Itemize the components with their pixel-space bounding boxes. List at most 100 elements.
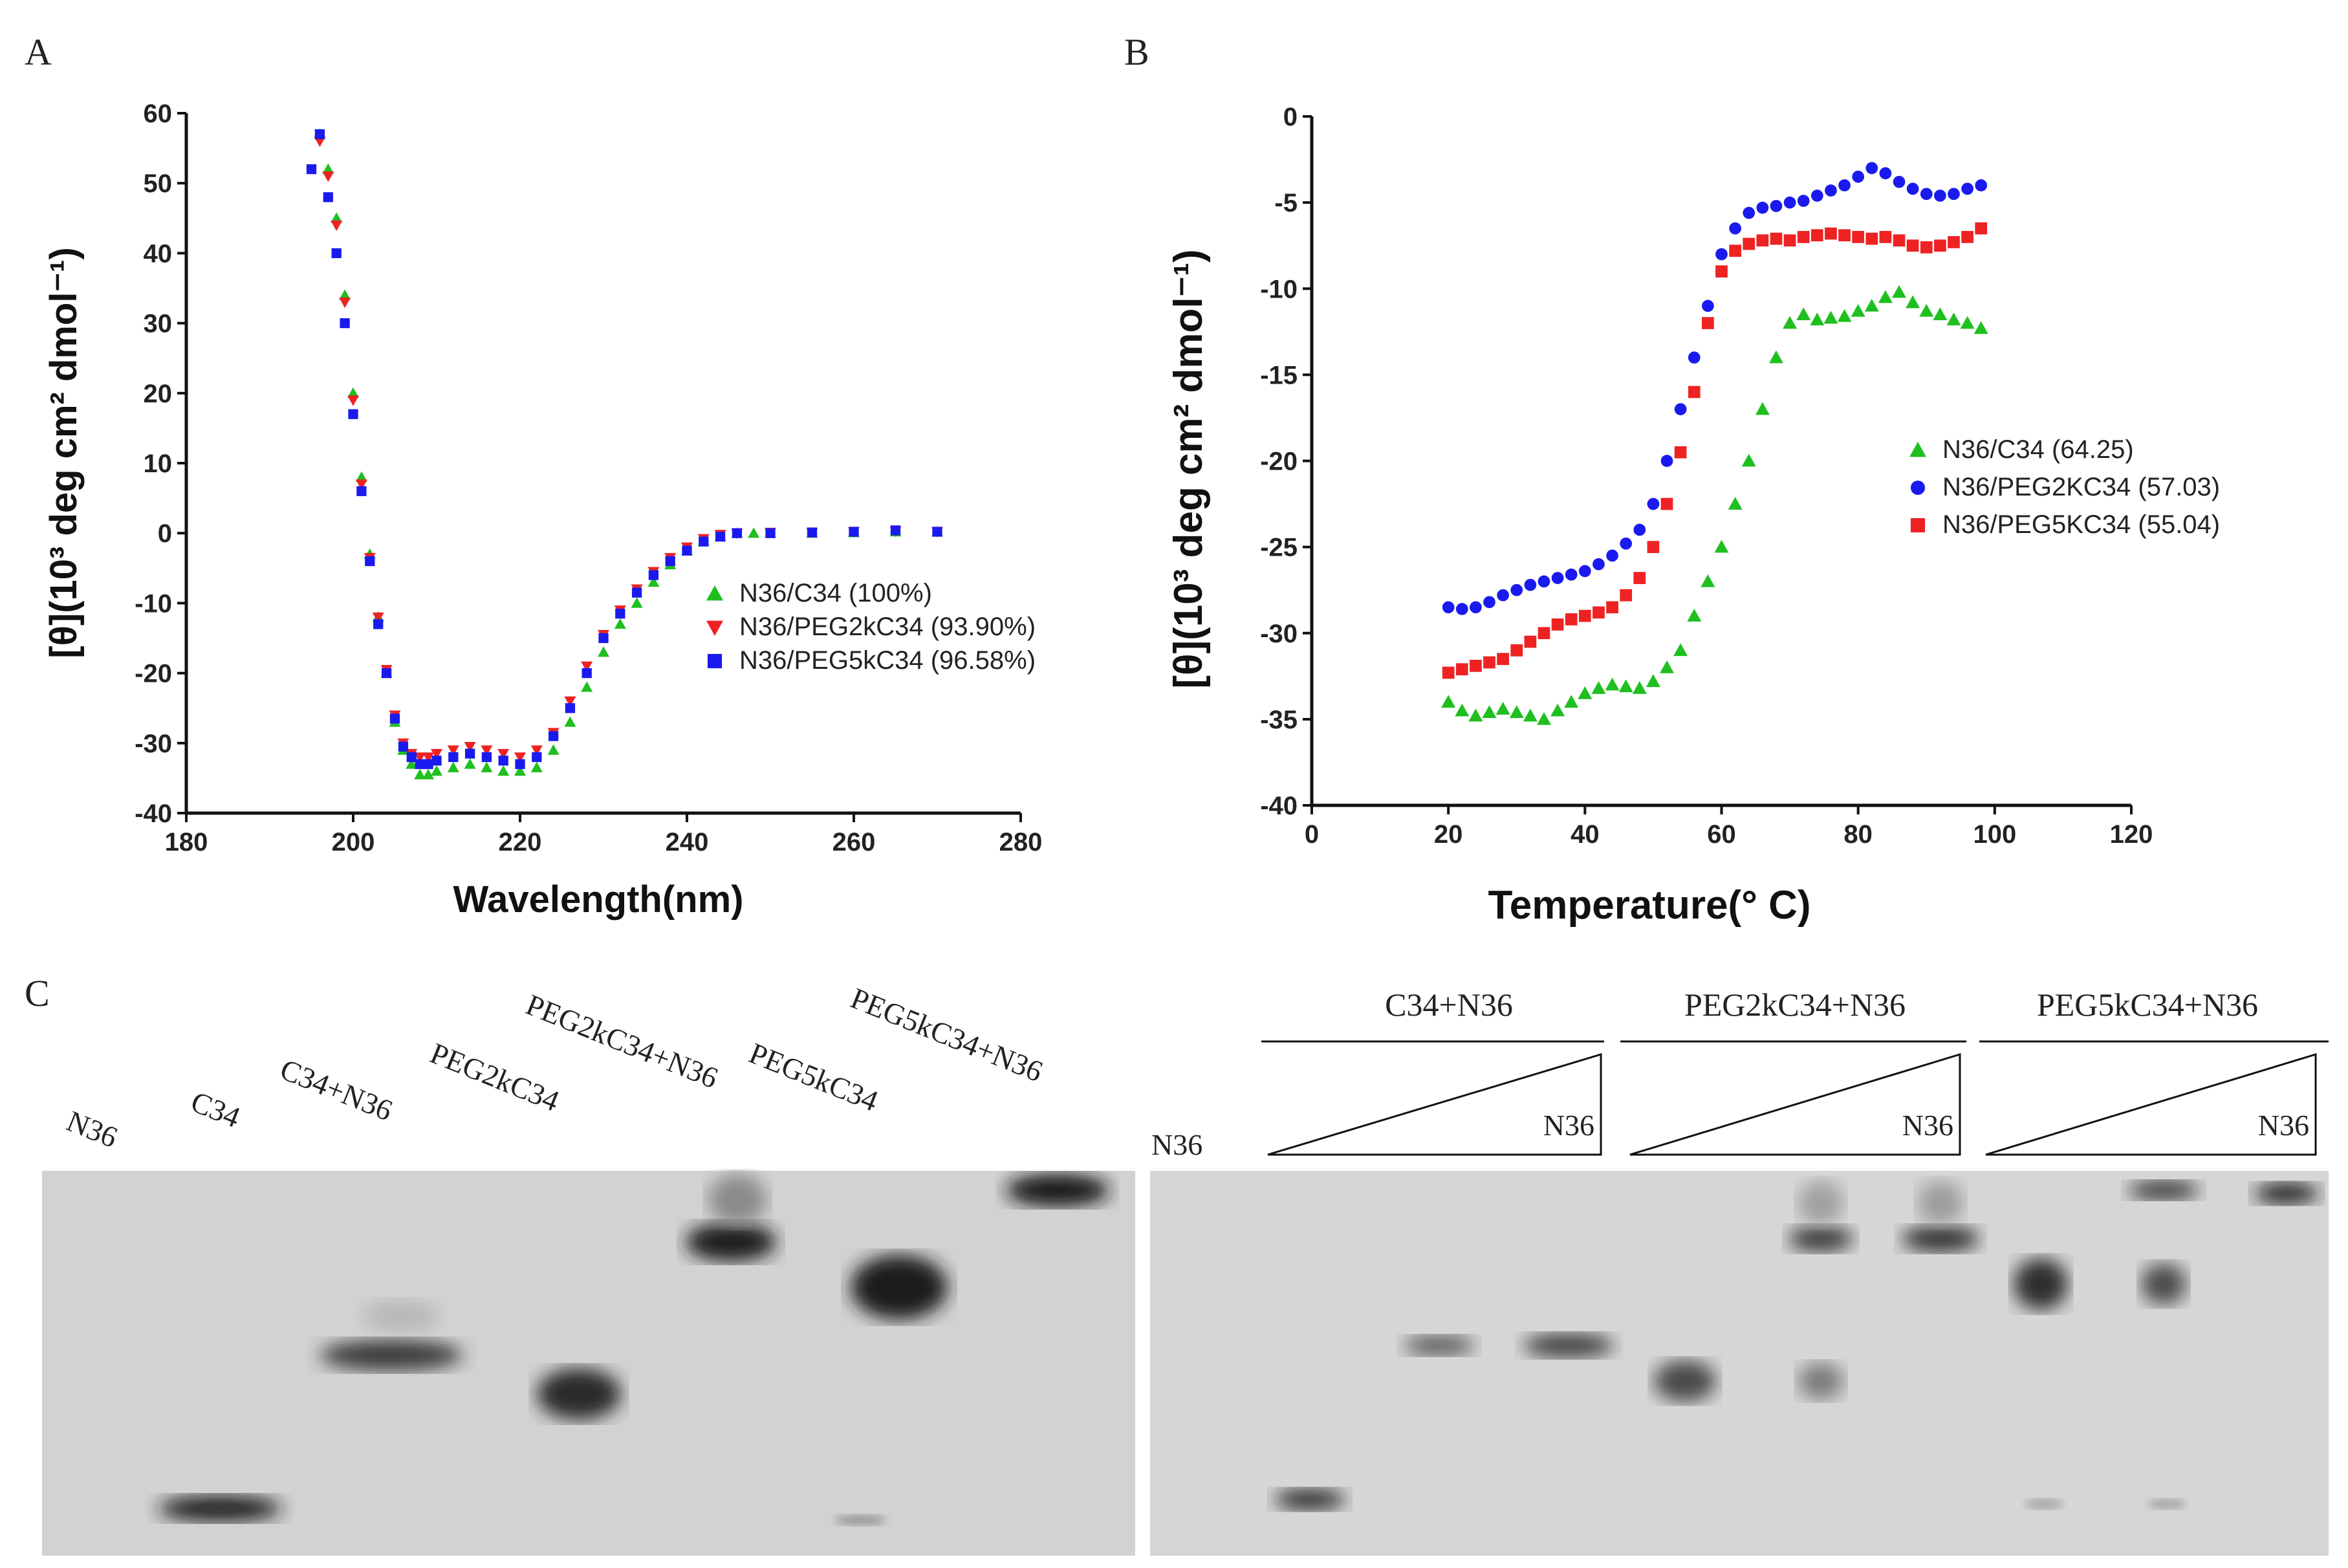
gel-right-header: N36 C34+N36 N36 PEG2kC34+N36 N36 PEG5kC3… bbox=[1151, 986, 2329, 1161]
data-point bbox=[1455, 663, 1468, 676]
gel-left-lane-labels: N36 C34 C34+N36 PEG2kC34 PEG2kC34+N36 PE… bbox=[62, 981, 1047, 1154]
data-point bbox=[1578, 686, 1593, 699]
data-point bbox=[1838, 179, 1851, 191]
data-point bbox=[1606, 549, 1618, 562]
gel-right-group: C34+N36 N36 bbox=[1261, 986, 1604, 1156]
x-tick-label: 280 bbox=[999, 828, 1043, 856]
series-3 bbox=[306, 129, 942, 769]
gel-left-lane-label: C34+N36 bbox=[276, 1052, 397, 1127]
data-point bbox=[581, 681, 593, 692]
data-point bbox=[807, 527, 818, 538]
data-point bbox=[548, 731, 559, 741]
data-point bbox=[1510, 583, 1523, 596]
data-point bbox=[1865, 162, 1878, 175]
gel-band bbox=[2128, 1181, 2199, 1199]
data-point bbox=[849, 527, 859, 537]
gradient-wedge bbox=[1629, 1052, 1961, 1156]
data-point bbox=[1934, 190, 1946, 202]
gel-band bbox=[851, 1255, 948, 1320]
chart-a-xlabel: Wavelength(nm) bbox=[453, 878, 744, 920]
y-tick-label: 10 bbox=[144, 450, 173, 478]
data-point bbox=[431, 756, 442, 766]
y-tick-label: -35 bbox=[1260, 706, 1298, 734]
gel-band bbox=[1006, 1174, 1109, 1206]
data-point bbox=[1523, 708, 1538, 722]
gel-right-group-title: C34+N36 bbox=[1385, 986, 1513, 1023]
data-point bbox=[1879, 167, 1892, 180]
data-point bbox=[1975, 179, 1988, 191]
gel-left-lane-label: PEG2kC34 bbox=[426, 1036, 563, 1118]
data-point bbox=[1497, 589, 1509, 602]
x-tick-label: 200 bbox=[332, 828, 375, 856]
data-point bbox=[564, 716, 576, 727]
gel-left-lane-label: PEG5kC34+N36 bbox=[846, 981, 1047, 1088]
data-point bbox=[1470, 601, 1482, 614]
gel-band bbox=[2025, 1499, 2063, 1509]
legend-marker bbox=[1910, 480, 1926, 495]
gel-band bbox=[1902, 1226, 1979, 1252]
x-tick-label: 0 bbox=[1305, 820, 1319, 849]
data-point bbox=[1510, 644, 1523, 657]
data-point bbox=[497, 765, 510, 776]
data-point bbox=[547, 744, 560, 755]
y-tick-label: -5 bbox=[1274, 189, 1298, 217]
data-point bbox=[1482, 705, 1497, 719]
data-point bbox=[581, 661, 593, 672]
gel-band bbox=[1274, 1489, 1345, 1510]
y-tick-label: -30 bbox=[135, 730, 172, 758]
data-point bbox=[1564, 695, 1579, 708]
gel-band bbox=[2141, 1263, 2186, 1305]
gel-right-group: PEG2kC34+N36 N36 bbox=[1620, 986, 1966, 1156]
data-point bbox=[1946, 312, 1961, 325]
data-point bbox=[514, 752, 526, 763]
data-point bbox=[464, 748, 475, 759]
gel-band bbox=[320, 1340, 462, 1371]
data-point bbox=[615, 608, 625, 619]
data-point bbox=[532, 752, 542, 763]
data-point bbox=[1973, 321, 1988, 334]
data-point bbox=[414, 752, 426, 763]
legend-marker bbox=[707, 653, 723, 669]
data-point bbox=[1756, 201, 1769, 214]
data-point bbox=[1605, 677, 1620, 691]
gel-band bbox=[1788, 1226, 1853, 1252]
legend-label: N36/C34 (64.25) bbox=[1942, 435, 2134, 464]
data-point bbox=[1647, 541, 1660, 553]
data-point bbox=[340, 318, 350, 329]
panel-c: C N36 C34 C34+N36 PEG2kC34 PEG2kC34+N36 … bbox=[25, 972, 2329, 1556]
gel-band bbox=[1523, 1334, 1614, 1357]
data-point bbox=[347, 395, 359, 406]
x-tick-label: 60 bbox=[1707, 820, 1736, 849]
data-point bbox=[447, 745, 459, 756]
gel-left-background bbox=[42, 1171, 1135, 1556]
data-point bbox=[1660, 660, 1675, 673]
data-point bbox=[1823, 310, 1838, 324]
gel-band bbox=[1798, 1181, 1843, 1226]
data-point bbox=[1551, 572, 1564, 584]
data-point bbox=[1647, 497, 1660, 510]
data-point bbox=[1756, 234, 1769, 247]
data-point bbox=[1714, 539, 1729, 553]
data-point bbox=[422, 752, 435, 763]
data-point bbox=[1906, 182, 1919, 195]
gradient-label: N36 bbox=[1543, 1109, 1594, 1142]
data-point bbox=[1743, 237, 1756, 250]
data-point bbox=[1960, 316, 1975, 329]
x-tick-label: 240 bbox=[666, 828, 709, 856]
data-point bbox=[1620, 537, 1633, 550]
data-point bbox=[1442, 666, 1455, 679]
data-point bbox=[381, 668, 392, 679]
data-point bbox=[1933, 307, 1948, 320]
data-point bbox=[1455, 703, 1470, 717]
gel-band bbox=[834, 1515, 886, 1525]
gel-left-lane-label: C34 bbox=[186, 1085, 245, 1134]
data-point bbox=[1934, 239, 1946, 252]
data-point bbox=[464, 742, 476, 753]
gel-band bbox=[2254, 1183, 2319, 1204]
data-point bbox=[1715, 248, 1728, 261]
data-point bbox=[564, 696, 576, 707]
data-point bbox=[715, 531, 726, 542]
data-point bbox=[1536, 712, 1551, 725]
data-point bbox=[1688, 351, 1701, 364]
data-point bbox=[1483, 656, 1495, 669]
